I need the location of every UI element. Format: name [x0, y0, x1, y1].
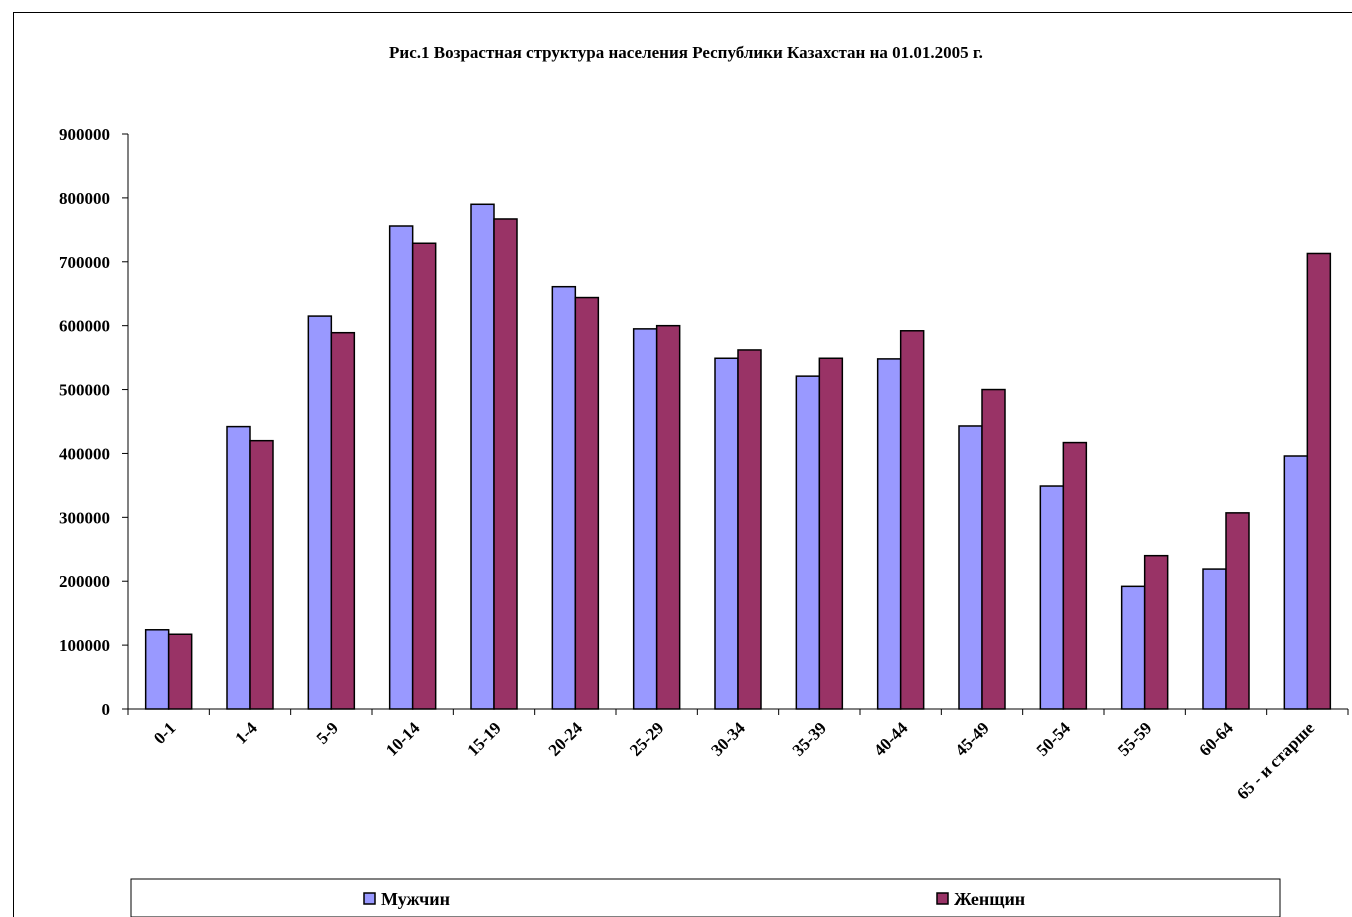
y-axis: 0 100000 200000 300000 400000 500000 600000 700…: [59, 125, 129, 719]
bar-men: [1283, 455, 1309, 710]
bar-women: [1225, 512, 1250, 710]
legend: Мужчин Женщин: [130, 878, 1281, 917]
x-category-label: 5-9: [313, 718, 342, 747]
bar-men: [470, 203, 495, 710]
y-tick-label: 700000: [59, 253, 110, 272]
bar-men: [958, 425, 983, 710]
legend-swatch-men: [363, 892, 376, 905]
chart-title: Рис.1 Возрастная структура населения Рес…: [389, 43, 983, 62]
chart-frame: [13, 12, 1352, 917]
x-category-label: 45-49: [951, 718, 992, 759]
y-tick-label: 200000: [59, 572, 110, 591]
y-tick-label: 800000: [59, 189, 110, 208]
bar-men: [1120, 585, 1146, 710]
x-category-label: 1-4: [231, 718, 261, 748]
legend-label-men: Мужчин: [381, 889, 450, 909]
legend-swatch-women: [936, 892, 949, 905]
x-category-label: 60-64: [1195, 718, 1237, 760]
x-category-label: 25-29: [626, 718, 667, 759]
bar-men: [876, 358, 902, 710]
bar-women: [981, 388, 1006, 710]
x-category-label: 15-19: [463, 718, 504, 759]
bar-men: [144, 629, 170, 710]
x-category-label: 50-54: [1033, 718, 1075, 760]
bar-women: [493, 218, 518, 710]
y-tick-label: 100000: [59, 636, 110, 655]
bar-men: [1202, 568, 1227, 710]
bar-men: [307, 315, 333, 710]
bar-men: [632, 328, 658, 710]
bar-women: [818, 357, 844, 710]
bar-women: [330, 331, 356, 710]
bar-women: [1306, 252, 1332, 710]
x-category-label: 55-59: [1114, 718, 1155, 759]
x-axis: 0-1 1-4 5-9 10-14 15-19 20-24 25-29 30-34 35-39 4…: [127, 708, 1349, 803]
bar-men: [388, 225, 414, 710]
bar-women: [249, 439, 274, 710]
y-tick-label: 400000: [59, 444, 110, 463]
x-category-label: 30-34: [707, 718, 749, 760]
legend-box: [130, 878, 1281, 917]
bar-men: [795, 375, 821, 710]
y-tick-label: 300000: [59, 508, 110, 527]
y-tick-label: 600000: [59, 317, 110, 336]
x-category-label: 40-44: [870, 718, 912, 760]
x-category-label: 20-24: [545, 718, 587, 760]
bar-men: [714, 357, 739, 710]
bar-men: [226, 425, 251, 710]
bar-women: [899, 330, 925, 710]
bar-women: [737, 349, 762, 710]
bar-women: [411, 242, 437, 710]
bar-women: [574, 296, 600, 710]
bar-women: [1062, 441, 1088, 710]
legend-label-women: Женщин: [954, 889, 1025, 909]
y-tick-label: 900000: [59, 125, 110, 144]
x-category-label: 0-1: [150, 718, 179, 747]
bar-men: [1039, 485, 1065, 710]
x-category-label: 35-39: [789, 718, 830, 759]
bar-women: [655, 324, 681, 710]
y-tick-label: 0: [102, 700, 111, 719]
bar-women: [1143, 554, 1169, 710]
y-tick-label: 500000: [59, 381, 110, 400]
x-category-label: 65 - и старше: [1233, 718, 1318, 803]
bars: [144, 203, 1332, 710]
bar-men: [551, 285, 577, 710]
x-category-label: 10-14: [382, 718, 424, 760]
bar-women: [167, 633, 193, 710]
